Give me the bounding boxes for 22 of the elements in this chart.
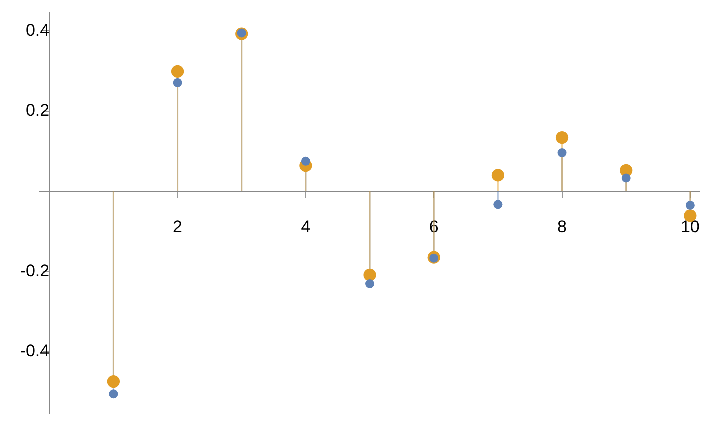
y-tick-label: -0.4 bbox=[20, 341, 50, 360]
point bbox=[494, 200, 503, 210]
point bbox=[364, 268, 376, 282]
point bbox=[556, 131, 569, 144]
y-tick-label: 0.2 bbox=[26, 101, 50, 120]
y-tick-label: 0.4 bbox=[26, 20, 50, 40]
point bbox=[171, 65, 184, 78]
x-tick-label: 4 bbox=[301, 217, 311, 236]
point bbox=[301, 156, 310, 166]
point bbox=[558, 148, 567, 158]
point bbox=[366, 280, 375, 289]
point bbox=[173, 78, 182, 88]
x-tick-label: 6 bbox=[429, 217, 439, 236]
x-tick-label: 8 bbox=[558, 217, 567, 236]
point bbox=[492, 169, 504, 182]
point bbox=[109, 390, 118, 399]
y-tick-label: -0.2 bbox=[20, 261, 50, 280]
x-tick-label: 2 bbox=[173, 217, 183, 236]
point bbox=[686, 200, 695, 210]
point bbox=[622, 174, 631, 183]
point bbox=[107, 375, 120, 388]
x-tick-label: 10 bbox=[680, 217, 700, 236]
